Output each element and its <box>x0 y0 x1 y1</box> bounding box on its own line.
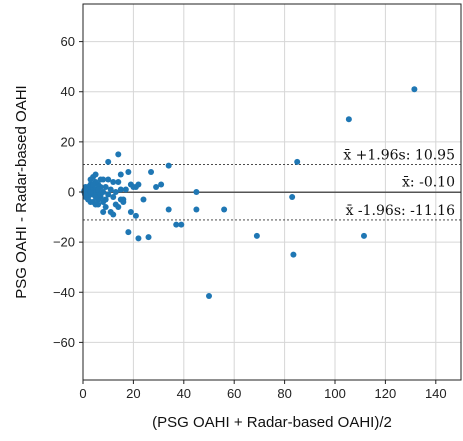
lower-loa-label: x̄ -1.96s: -11.16 <box>346 203 456 219</box>
y-axis-title: PSG OAHI - Radar-based OAHI <box>13 85 30 298</box>
data-point <box>92 171 99 178</box>
data-point <box>221 206 228 213</box>
y-tick-labels: −60 −40 −20 0 20 40 60 <box>53 34 83 350</box>
data-point <box>360 232 367 239</box>
x-axis-title: (PSG OAHI + Radar-based OAHI)/2 <box>152 414 392 431</box>
reference-lines <box>83 164 461 221</box>
data-point <box>112 189 119 195</box>
data-point <box>173 221 180 228</box>
data-point <box>102 183 109 190</box>
data-point <box>90 181 97 188</box>
data-point <box>95 186 102 193</box>
data-point <box>82 186 89 193</box>
x-tick-label: 0 <box>79 386 86 401</box>
data-point <box>145 234 152 241</box>
data-point <box>92 201 99 208</box>
data-point <box>289 194 296 201</box>
data-point <box>193 206 200 213</box>
loa-annotations: x̄ +1.96s: 10.95 x̄: -0.10 x̄ -1.96s: -1… <box>343 148 455 219</box>
data-point <box>148 168 155 175</box>
upper-loa-label: x̄ +1.96s: 10.95 <box>343 148 455 164</box>
data-point <box>120 199 127 206</box>
data-point <box>117 186 124 193</box>
x-tick-label: 140 <box>425 386 447 401</box>
x-tick-label: 40 <box>177 386 191 401</box>
data-point <box>102 204 109 211</box>
data-point <box>411 86 418 93</box>
x-tick-label: 20 <box>126 386 140 401</box>
y-tick-label: 20 <box>61 134 75 149</box>
data-point <box>125 168 132 175</box>
data-point <box>165 162 172 169</box>
data-point <box>290 251 297 258</box>
data-point <box>110 178 117 185</box>
data-point <box>345 116 352 123</box>
x-tick-label: 120 <box>375 386 397 401</box>
data-point <box>193 189 200 195</box>
data-point <box>82 191 89 198</box>
data-point <box>100 199 107 206</box>
data-point <box>125 229 132 236</box>
data-point <box>97 191 104 198</box>
data-point <box>165 206 172 213</box>
data-point <box>158 181 165 188</box>
x-tick-label: 80 <box>277 386 291 401</box>
data-point <box>100 209 107 216</box>
data-points <box>81 86 418 300</box>
data-point <box>110 194 117 201</box>
data-point <box>115 178 122 185</box>
data-point <box>153 183 160 190</box>
x-tick-label: 60 <box>227 386 241 401</box>
x-tick-labels: 0 20 40 60 80 100 120 140 <box>79 380 447 401</box>
data-point <box>107 186 114 193</box>
y-tick-label: −60 <box>53 335 75 350</box>
data-point <box>294 158 301 165</box>
data-point <box>115 151 122 158</box>
data-point <box>110 211 117 218</box>
data-point <box>87 189 94 195</box>
y-tick-label: 40 <box>61 84 75 99</box>
data-point <box>105 158 112 165</box>
y-tick-label: −40 <box>53 285 75 300</box>
mean-label: x̄: -0.10 <box>402 174 455 190</box>
data-point <box>130 183 137 190</box>
data-point <box>253 232 260 239</box>
x-tick-label: 100 <box>324 386 346 401</box>
data-point <box>135 181 142 188</box>
data-point <box>87 176 94 183</box>
y-tick-label: 60 <box>61 34 75 49</box>
data-point <box>206 293 212 300</box>
data-point <box>105 176 112 183</box>
data-point <box>127 209 134 216</box>
data-point <box>132 212 139 219</box>
data-point <box>122 186 129 193</box>
data-point <box>97 176 104 183</box>
data-point <box>105 191 112 198</box>
y-tick-label: 0 <box>68 185 75 200</box>
data-point <box>115 204 122 211</box>
y-tick-label: −20 <box>53 235 75 250</box>
data-point <box>117 171 124 178</box>
data-point <box>140 196 147 203</box>
data-point <box>178 221 185 228</box>
data-point <box>135 235 142 242</box>
